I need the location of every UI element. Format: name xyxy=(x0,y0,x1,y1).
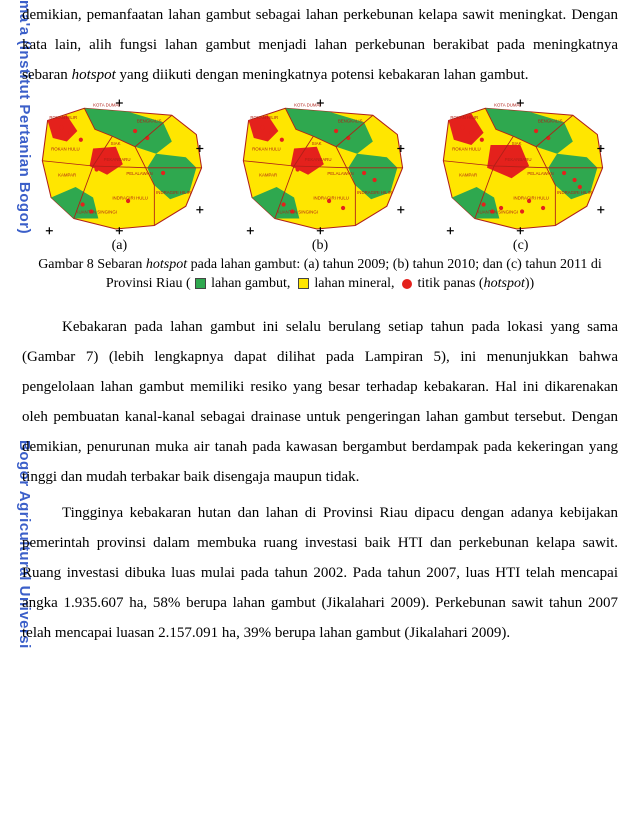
para3-text: Tingginya kebakaran hutan dan lahan di P… xyxy=(22,505,618,641)
svg-text:KAMPAR: KAMPAR xyxy=(459,173,477,178)
map-c-wrap: KOTA DUMAI ROKAN HILIR BENGKALIS ROKAN HUL… xyxy=(423,96,618,254)
svg-text:SIAK: SIAK xyxy=(311,141,321,146)
cap-titik: titik panas ( xyxy=(414,276,484,291)
page-content: demikian, pemanfaatan lahan gambut sebag… xyxy=(22,0,618,654)
svg-text:PEKANBARU: PEKANBARU xyxy=(505,157,532,162)
svg-text:INDRAGIRI HILIR: INDRAGIRI HILIR xyxy=(357,190,392,195)
map-a: KOTA DUMAI ROKAN HILIR BENGKALIS ROKAN HUL… xyxy=(22,96,217,236)
paragraph-3: Tingginya kebakaran hutan dan lahan di P… xyxy=(22,498,618,648)
para1-tail: yang diikuti dengan meningkatnya potensi… xyxy=(116,67,529,83)
svg-text:INDRAGIRI HULU: INDRAGIRI HULU xyxy=(112,195,148,200)
svg-text:PEKANBARU: PEKANBARU xyxy=(104,157,131,162)
map-a-wrap: KOTA DUMAI ROKAN HILIR BENGKALIS ROKAN HUL… xyxy=(22,96,217,254)
svg-text:ROKAN HULU: ROKAN HULU xyxy=(51,146,80,151)
svg-text:SIAK: SIAK xyxy=(512,141,522,146)
svg-text:ROKAN HULU: ROKAN HULU xyxy=(452,146,481,151)
svg-text:BENGKALIS: BENGKALIS xyxy=(137,118,162,123)
map-c-label: (c) xyxy=(513,238,529,254)
cap-gambut: lahan gambut, xyxy=(208,276,294,291)
svg-text:KOTA DUMAI: KOTA DUMAI xyxy=(494,103,521,108)
svg-text:PELALAWAN: PELALAWAN xyxy=(528,171,554,176)
map-a-label: (a) xyxy=(112,238,128,254)
cap-mineral: lahan mineral, xyxy=(311,276,398,291)
svg-text:KAMPAR: KAMPAR xyxy=(259,173,277,178)
svg-text:INDRAGIRI HILIR: INDRAGIRI HILIR xyxy=(557,190,592,195)
svg-text:KUANTAN SINGINGI: KUANTAN SINGINGI xyxy=(76,209,117,214)
svg-text:BENGKALIS: BENGKALIS xyxy=(538,118,563,123)
cap-lead: Gambar 8 Sebaran xyxy=(38,257,146,272)
map-b: KOTA DUMAI ROKAN HILIR BENGKALIS ROKAN HUL… xyxy=(223,96,418,236)
svg-text:PEKANBARU: PEKANBARU xyxy=(304,157,331,162)
svg-text:PELALAWAN: PELALAWAN xyxy=(126,171,152,176)
para1-hotspot: hotspot xyxy=(72,67,116,83)
svg-text:BENGKALIS: BENGKALIS xyxy=(338,118,363,123)
paragraph-2: Kebakaran pada lahan gambut ini selalu b… xyxy=(22,312,618,492)
figure-8-caption: Gambar 8 Sebaran hotspot pada lahan gamb… xyxy=(22,256,618,294)
paragraph-1: demikian, pemanfaatan lahan gambut sebag… xyxy=(22,0,618,90)
legend-peat-icon xyxy=(195,278,206,289)
figure-8: KOTA DUMAI ROKAN HILIR BENGKALIS ROKAN HUL… xyxy=(22,96,618,254)
svg-text:INDRAGIRI HILIR: INDRAGIRI HILIR xyxy=(156,190,191,195)
svg-text:ROKAN HILIR: ROKAN HILIR xyxy=(451,115,479,120)
para2-text: Kebakaran pada lahan gambut ini selalu b… xyxy=(22,319,618,485)
map-c: KOTA DUMAI ROKAN HILIR BENGKALIS ROKAN HUL… xyxy=(423,96,618,236)
svg-text:KUANTAN SINGINGI: KUANTAN SINGINGI xyxy=(477,209,518,214)
legend-hotspot-icon xyxy=(402,279,412,289)
map-b-wrap: KOTA DUMAI ROKAN HILIR BENGKALIS ROKAN HUL… xyxy=(223,96,418,254)
svg-text:ROKAN HULU: ROKAN HULU xyxy=(252,146,281,151)
map-b-label: (b) xyxy=(312,238,328,254)
svg-text:KOTA DUMAI: KOTA DUMAI xyxy=(294,103,321,108)
legend-mineral-icon xyxy=(298,278,309,289)
svg-text:INDRAGIRI HULU: INDRAGIRI HULU xyxy=(313,195,349,200)
svg-text:SIAK: SIAK xyxy=(111,141,121,146)
svg-text:KAMPAR: KAMPAR xyxy=(58,173,76,178)
cap-hotspot2: hotspot xyxy=(484,276,525,291)
cap-hotspot: hotspot xyxy=(146,257,187,272)
svg-text:ROKAN HILIR: ROKAN HILIR xyxy=(49,115,77,120)
svg-text:INDRAGIRI HULU: INDRAGIRI HULU xyxy=(514,195,550,200)
svg-text:KUANTAN SINGINGI: KUANTAN SINGINGI xyxy=(276,209,317,214)
cap-tail: )) xyxy=(525,276,534,291)
svg-text:KOTA DUMAI: KOTA DUMAI xyxy=(93,103,120,108)
svg-text:PELALAWAN: PELALAWAN xyxy=(327,171,353,176)
svg-text:ROKAN HILIR: ROKAN HILIR xyxy=(250,115,278,120)
